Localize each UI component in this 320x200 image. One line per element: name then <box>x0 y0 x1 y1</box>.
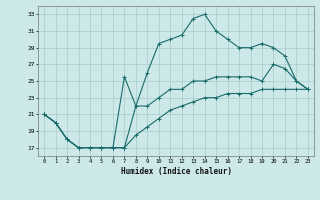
X-axis label: Humidex (Indice chaleur): Humidex (Indice chaleur) <box>121 167 231 176</box>
